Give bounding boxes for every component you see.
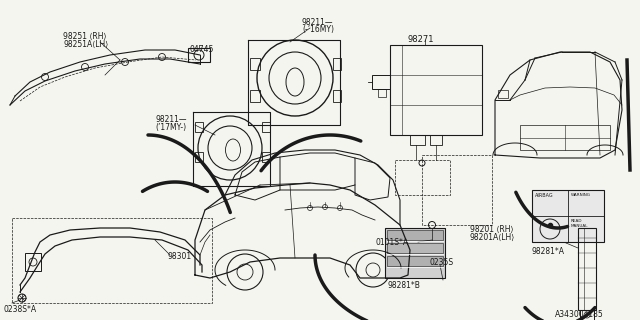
Bar — [12, 218, 212, 303]
Text: WARNING: WARNING — [571, 193, 591, 197]
Bar — [250, 90, 260, 102]
Bar — [333, 58, 341, 70]
Bar — [385, 228, 445, 278]
Text: 98211—: 98211— — [302, 18, 333, 27]
Text: A343001185: A343001185 — [555, 310, 604, 319]
Text: (-’16MY): (-’16MY) — [302, 25, 334, 34]
Bar — [395, 160, 450, 195]
Bar — [250, 58, 260, 70]
Bar — [520, 125, 610, 150]
Bar — [430, 135, 442, 145]
Bar — [262, 122, 270, 132]
Text: 0238S*A: 0238S*A — [4, 305, 37, 314]
Text: AIRBAG: AIRBAG — [535, 193, 554, 198]
Text: 98201 ⟨RH⟩: 98201 ⟨RH⟩ — [470, 225, 513, 234]
Text: 98211—: 98211— — [155, 115, 186, 124]
Bar — [387, 243, 443, 253]
Bar — [580, 310, 594, 320]
Bar — [578, 228, 596, 310]
Bar — [188, 48, 210, 62]
Text: 0101S*A: 0101S*A — [375, 238, 408, 247]
Text: 98251 ⟨RH⟩: 98251 ⟨RH⟩ — [63, 32, 106, 41]
Text: 98281*A: 98281*A — [532, 247, 565, 256]
Bar — [25, 253, 41, 271]
Text: 98251A⟨LH⟩: 98251A⟨LH⟩ — [63, 40, 108, 49]
Bar — [390, 45, 482, 135]
Text: 98201A⟨LH⟩: 98201A⟨LH⟩ — [470, 233, 515, 242]
Bar — [498, 90, 508, 98]
Text: 04745: 04745 — [190, 45, 214, 54]
Text: 98281*B: 98281*B — [388, 281, 421, 290]
Bar — [410, 135, 425, 145]
Bar — [378, 89, 386, 97]
Bar — [195, 122, 203, 132]
Bar — [422, 155, 492, 225]
Text: 0235S: 0235S — [430, 258, 454, 267]
Bar — [195, 152, 203, 162]
Bar — [333, 90, 341, 102]
Text: 98271: 98271 — [408, 35, 435, 44]
Bar — [532, 190, 604, 242]
Bar — [387, 230, 443, 240]
Text: READ
MANUAL: READ MANUAL — [571, 219, 589, 228]
Bar — [262, 152, 270, 162]
Bar — [387, 256, 443, 266]
Text: 98301: 98301 — [168, 252, 192, 261]
Text: (’17MY-): (’17MY-) — [155, 123, 186, 132]
Bar — [372, 75, 390, 89]
